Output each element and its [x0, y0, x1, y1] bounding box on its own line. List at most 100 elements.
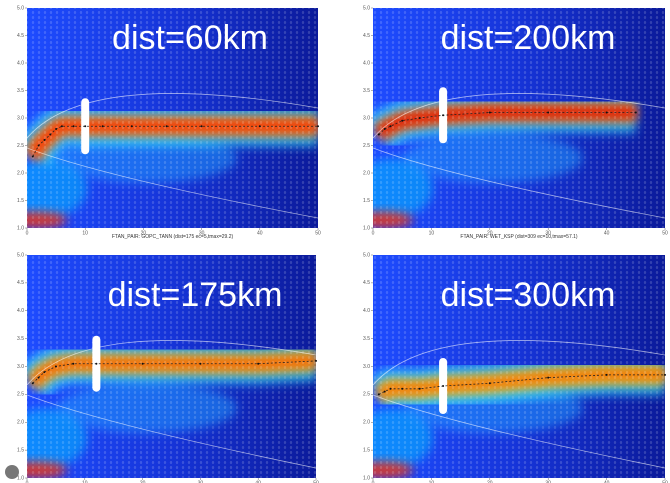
curve-point [401, 387, 404, 390]
curve-point [377, 393, 380, 396]
y-tick-label: 3.5 [17, 336, 24, 342]
x-tick-label: 10 [429, 480, 435, 483]
envelope [27, 147, 318, 219]
y-tick-label: 2.0 [363, 420, 370, 426]
y-tick-label: 1.5 [17, 447, 24, 453]
curve-point [84, 125, 87, 128]
y-tick-label: 5.0 [17, 252, 24, 258]
dispersion-curve [32, 360, 317, 384]
y-tick-label: 3.5 [363, 336, 370, 342]
curve-point [130, 125, 133, 128]
curve-point [442, 385, 445, 388]
x-tick-label: 20 [141, 230, 147, 236]
curve-point [547, 111, 550, 114]
curve-point [31, 382, 34, 385]
y-tick-label: 1.5 [363, 447, 370, 453]
y-tick-label: 2.5 [17, 392, 24, 398]
envelope [27, 394, 316, 469]
curve-point [418, 387, 421, 390]
y-tick-label: 1.0 [17, 225, 24, 231]
y-tick-label: 2.5 [17, 143, 24, 149]
curve-point [383, 390, 386, 393]
panel-label: dist=200km [441, 19, 616, 57]
y-tick-label: 2.0 [17, 420, 24, 426]
panel: 1.0 1.5 2.0 2.5 3.0 3.5 4.0 4.5 5.0 0 10 20 30 40 50 di… [17, 5, 321, 240]
x-tick-label: 50 [662, 230, 668, 236]
y-tick-label: 4.0 [363, 308, 370, 314]
curve-point [199, 362, 202, 365]
y-tick-label: 4.0 [17, 60, 24, 66]
y-tick-label: 3.0 [363, 364, 370, 370]
y-tick-label: 5.0 [363, 252, 370, 258]
y-tick-label: 1.0 [363, 225, 370, 231]
curve-point [55, 128, 58, 130]
x-tick-label: 40 [604, 480, 610, 483]
y-tick-label: 3.5 [363, 88, 370, 94]
corner-button[interactable] [5, 465, 19, 479]
curve-point [54, 365, 57, 368]
curve-point [547, 376, 550, 379]
y-tick-label: 4.0 [363, 60, 370, 66]
curve-point [49, 133, 52, 136]
x-tick-label: 50 [315, 230, 321, 236]
y-tick-label: 3.0 [17, 115, 24, 121]
y-tick-label: 2.5 [363, 392, 370, 398]
curve-point [37, 144, 40, 147]
panel: 1.0 1.5 2.0 2.5 3.0 3.5 4.0 4.5 5.0 0 10 20 30 40 50 di… [17, 252, 319, 483]
curve-point [60, 125, 63, 128]
y-tick-label: 4.5 [17, 280, 24, 286]
y-tick-label: 3.0 [363, 115, 370, 121]
x-tick-label: 10 [82, 230, 88, 236]
y-tick-label: 1.0 [363, 475, 370, 481]
y-tick-label: 3.5 [17, 88, 24, 94]
x-tick-label: 10 [82, 480, 88, 483]
x-tick-label: 0 [372, 230, 375, 236]
y-tick-label: 4.5 [363, 280, 370, 286]
y-tick-label: 4.0 [17, 308, 24, 314]
curve-point [165, 125, 168, 128]
curve-point [95, 362, 98, 365]
x-tick-label: 20 [487, 480, 493, 483]
curve-point [258, 125, 261, 128]
envelope [27, 340, 316, 386]
dispersion-curve [378, 112, 636, 135]
y-tick-label: 1.5 [363, 198, 370, 204]
x-tick-label: 30 [545, 230, 551, 236]
envelope [373, 340, 665, 386]
curve-point [488, 382, 491, 385]
y-tick-label: 2.5 [363, 143, 370, 149]
curve-point [141, 362, 144, 365]
panel: 1.0 1.5 2.0 2.5 3.0 3.5 4.0 4.5 5.0 0 10 20 30 40 50 di… [363, 5, 668, 240]
curve-point [72, 125, 75, 128]
x-tick-label: 30 [199, 230, 205, 236]
curve-point [605, 373, 608, 376]
curve-point [43, 371, 46, 374]
curve-point [383, 128, 386, 130]
envelope [373, 147, 665, 219]
y-tick-label: 2.0 [363, 170, 370, 176]
dispersion-curve [32, 125, 318, 157]
curve-point [488, 111, 491, 114]
x-tick-label: 0 [26, 480, 29, 483]
y-tick-label: 4.5 [363, 33, 370, 39]
x-tick-label: 0 [372, 480, 375, 483]
x-tick-label: 10 [429, 230, 435, 236]
curve-point [43, 139, 46, 141]
x-tick-label: 30 [545, 480, 551, 483]
y-tick-label: 1.5 [17, 198, 24, 204]
panel-caption: FTAN_PAIR: WET_KSP (dist=309 ec=10,tmax=… [460, 234, 577, 240]
dot-grid [373, 8, 665, 228]
x-tick-label: 0 [26, 230, 29, 236]
envelope [373, 394, 665, 469]
x-tick-label: 20 [487, 230, 493, 236]
y-tick-label: 3.0 [17, 364, 24, 370]
dispersion-curve [378, 374, 665, 395]
curve-point [442, 114, 445, 117]
dot-grid [27, 8, 318, 228]
curve-point [634, 111, 637, 114]
curve-point [377, 133, 380, 136]
y-tick-label: 5.0 [17, 5, 24, 11]
curve-point [72, 362, 75, 365]
curve-point [605, 111, 608, 114]
curve-point [418, 117, 421, 119]
